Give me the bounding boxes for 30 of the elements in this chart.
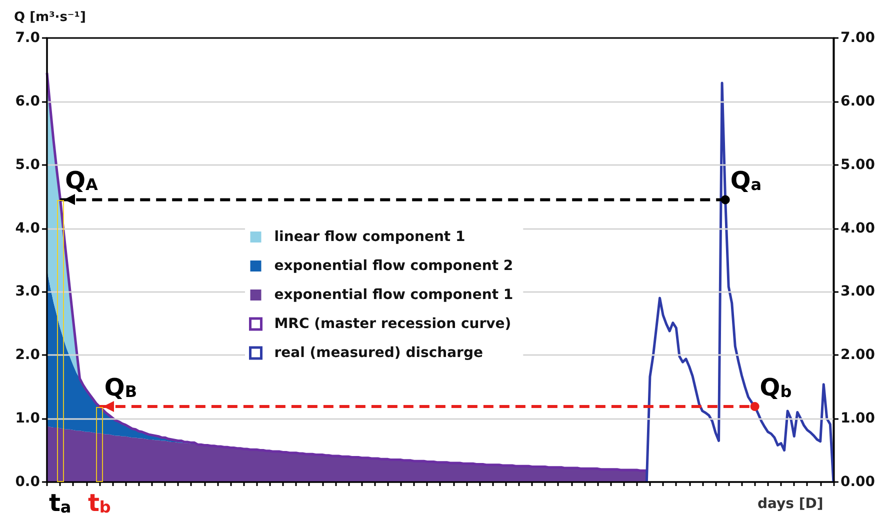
y2-tick-label: 1.00 — [840, 410, 876, 427]
y-tick-label: 5.0 — [15, 156, 40, 173]
legend-label: exponential flow component 1 — [274, 287, 514, 303]
annotation: Qb — [760, 374, 792, 402]
x-axis-title: days [D] — [757, 496, 824, 512]
y-tick-label: 0.0 — [15, 474, 40, 490]
x-tick-label: tb — [88, 489, 111, 517]
y-tick-label: 2.0 — [15, 347, 40, 364]
legend-label: linear flow component 1 — [274, 229, 466, 245]
legend-label: MRC (master recession curve) — [274, 316, 512, 332]
y-tick-label: 3.0 — [15, 284, 40, 300]
y2-tick-label: 4.00 — [840, 220, 876, 236]
y2-tick-label: 3.00 — [840, 284, 876, 300]
x-tick-label: ta — [48, 489, 72, 517]
y2-tick-label: 2.00 — [840, 347, 876, 364]
annotation: Qa — [730, 166, 762, 195]
y-tick-label: 1.0 — [15, 410, 40, 427]
y2-tick-label: 5.00 — [840, 156, 876, 173]
y2-tick-label: 7.00 — [840, 30, 876, 46]
y-axis-title: Q [m³·s⁻¹] — [14, 10, 86, 25]
y2-tick-label: 0.00 — [840, 474, 876, 490]
y-tick-label: 7.0 — [15, 30, 40, 46]
line-series — [645, 82, 835, 484]
y2-tick-label: 6.00 — [840, 93, 876, 110]
y-tick-label: 4.0 — [15, 220, 40, 236]
y-tick-label: 6.0 — [15, 93, 40, 110]
legend-label: exponential flow component 2 — [274, 258, 514, 274]
legend-label: real (measured) discharge — [274, 345, 483, 361]
annotation: QB — [104, 374, 138, 402]
annotation: QA — [65, 166, 99, 195]
